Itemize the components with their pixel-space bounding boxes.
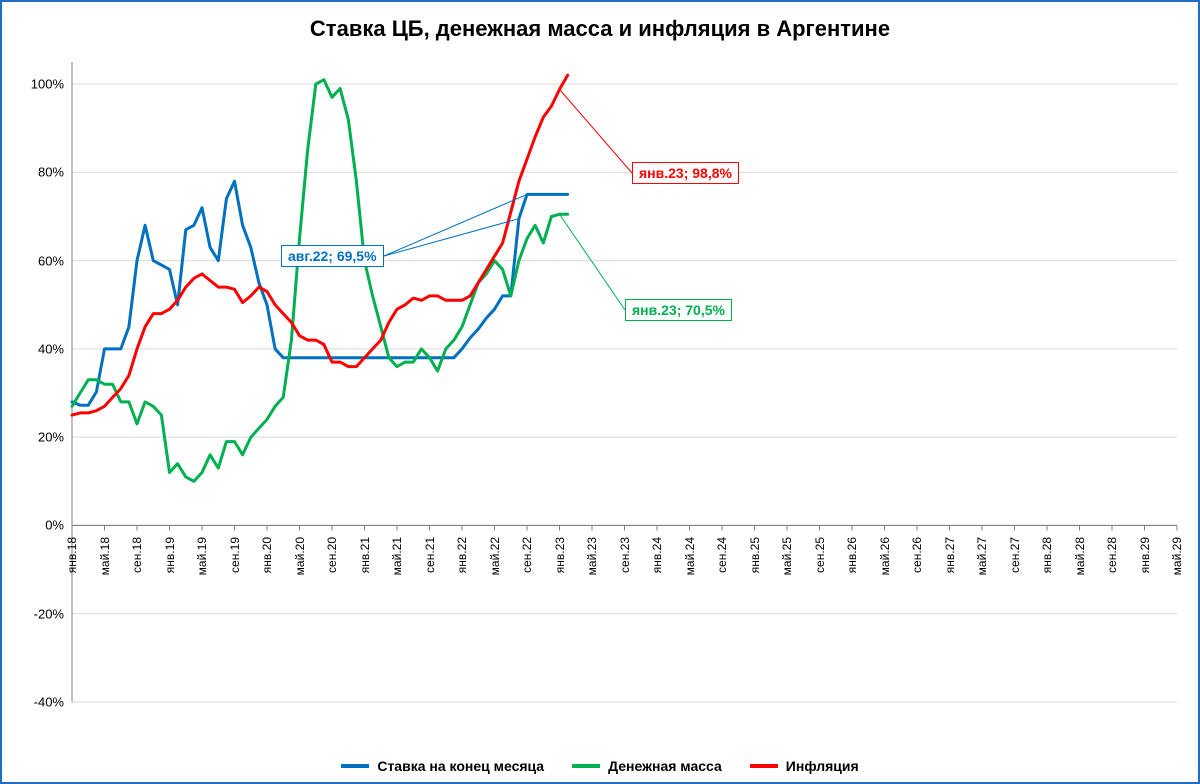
x-tick-label: янв.19 xyxy=(163,537,177,573)
x-tick-label: янв.23 xyxy=(553,537,567,573)
legend-swatch-rate xyxy=(341,764,369,768)
legend-item-inflation: Инфляция xyxy=(750,758,859,774)
y-tick-label: 40% xyxy=(38,341,64,356)
x-tick-label: май.29 xyxy=(1170,537,1184,575)
x-tick-label: сен.26 xyxy=(910,537,924,573)
legend-swatch-inflation xyxy=(750,764,778,768)
x-tick-label: май.21 xyxy=(390,537,404,575)
x-tick-label: сен.18 xyxy=(130,537,144,573)
x-tick-label: сен.28 xyxy=(1105,537,1119,573)
legend-label-rate: Ставка на конец месяца xyxy=(377,758,544,774)
legend-item-money: Денежная масса xyxy=(572,758,722,774)
x-tick-label: май.20 xyxy=(293,537,307,575)
legend-swatch-money xyxy=(572,764,600,768)
x-tick-label: янв.21 xyxy=(358,537,372,573)
x-tick-label: янв.20 xyxy=(260,537,274,573)
y-tick-label: 0% xyxy=(45,518,64,533)
plot-svg xyxy=(72,62,1177,702)
chart-frame: Ставка ЦБ, денежная масса и инфляция в А… xyxy=(0,0,1200,784)
y-tick-label: -40% xyxy=(34,695,64,710)
x-tick-label: май.25 xyxy=(780,537,794,575)
x-tick-label: янв.27 xyxy=(943,537,957,573)
x-tick-label: янв.28 xyxy=(1040,537,1054,573)
x-tick-label: янв.25 xyxy=(748,537,762,573)
x-tick-label: сен.21 xyxy=(423,537,437,573)
x-tick-label: янв.24 xyxy=(650,537,664,573)
x-tick-label: май.22 xyxy=(488,537,502,575)
x-tick-label: сен.23 xyxy=(618,537,632,573)
x-tick-label: сен.27 xyxy=(1008,537,1022,573)
legend-item-rate: Ставка на конец месяца xyxy=(341,758,544,774)
callout-label: янв.23; 70,5% xyxy=(625,299,732,321)
y-tick-label: 100% xyxy=(31,77,64,92)
x-tick-label: янв.29 xyxy=(1138,537,1152,573)
x-tick-label: май.18 xyxy=(98,537,112,575)
x-tick-label: май.26 xyxy=(878,537,892,575)
x-tick-label: май.23 xyxy=(585,537,599,575)
legend: Ставка на конец месяца Денежная масса Ин… xyxy=(2,758,1198,774)
legend-label-inflation: Инфляция xyxy=(786,758,859,774)
x-tick-label: май.28 xyxy=(1073,537,1087,575)
y-tick-label: 80% xyxy=(38,165,64,180)
x-tick-label: сен.24 xyxy=(715,537,729,573)
x-tick-label: сен.25 xyxy=(813,537,827,573)
x-tick-label: май.24 xyxy=(683,537,697,575)
callout-label: авг.22; 69,5% xyxy=(281,245,384,267)
x-tick-label: сен.19 xyxy=(228,537,242,573)
x-tick-label: сен.22 xyxy=(520,537,534,573)
y-tick-label: -20% xyxy=(34,606,64,621)
x-tick-label: сен.20 xyxy=(325,537,339,573)
x-tick-label: май.19 xyxy=(195,537,209,575)
y-tick-label: 20% xyxy=(38,430,64,445)
callout-label: янв.23; 98,8% xyxy=(632,162,739,184)
x-tick-label: янв.22 xyxy=(455,537,469,573)
x-tick-label: янв.26 xyxy=(845,537,859,573)
chart-title: Ставка ЦБ, денежная масса и инфляция в А… xyxy=(2,16,1198,42)
y-tick-label: 60% xyxy=(38,253,64,268)
legend-label-money: Денежная масса xyxy=(608,758,722,774)
x-tick-label: май.27 xyxy=(975,537,989,575)
plot-area: -40%-20%0%20%40%60%80%100%янв.18май.18се… xyxy=(72,62,1177,702)
x-tick-label: янв.18 xyxy=(65,537,79,573)
